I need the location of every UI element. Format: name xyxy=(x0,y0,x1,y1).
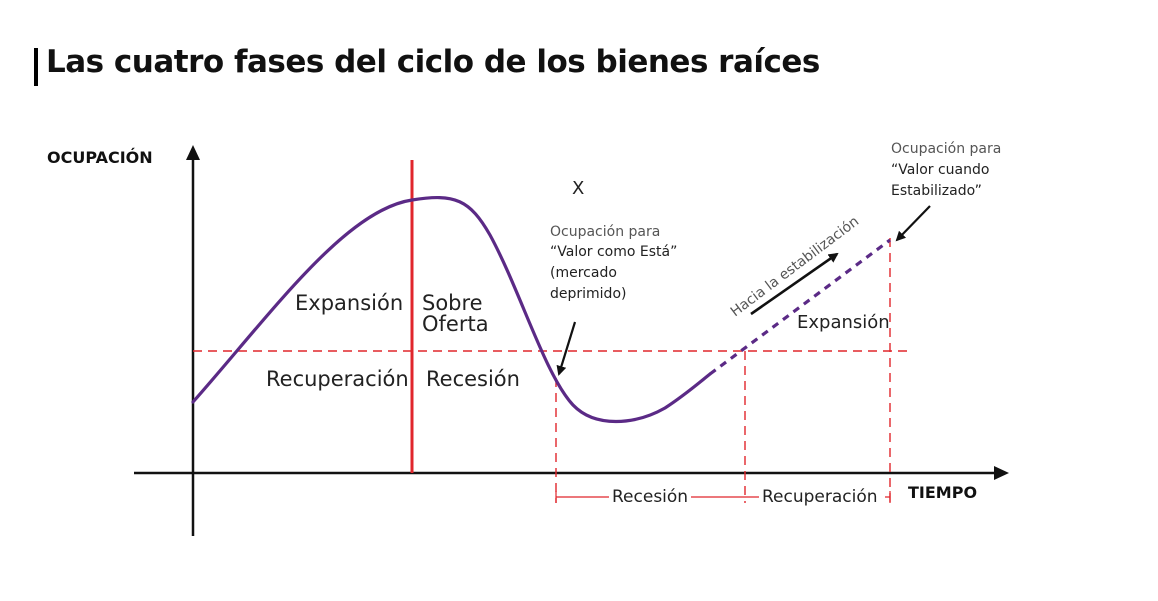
as-is-note-line1: Ocupación para xyxy=(550,224,660,240)
as-is-note-line3: (mercado xyxy=(550,265,617,281)
as-is-pointer-arrow xyxy=(556,321,577,376)
x-marker: X xyxy=(572,178,584,199)
as-is-note-line4: deprimido) xyxy=(550,286,626,302)
stabilized-note-line3: Estabilizado” xyxy=(891,183,982,199)
phase-sobre-oferta-line1: Sobre xyxy=(422,291,483,315)
y-axis-label: OCUPACIÓN xyxy=(47,148,153,167)
phase-expansion-right: Expansión xyxy=(797,312,890,333)
page-title: Las cuatro fases del ciclo de los bienes… xyxy=(46,44,820,80)
stabilized-note-line1: Ocupación para xyxy=(891,141,1001,157)
y-axis-arrow xyxy=(186,145,200,160)
title-accent-bar xyxy=(34,48,38,86)
stabilized-pointer-arrow xyxy=(895,205,931,242)
phase-recuperacion-left: Recuperación xyxy=(266,367,409,391)
x-axis-label: TIEMPO xyxy=(908,483,977,502)
stabilization-arrow xyxy=(750,252,839,316)
phase-sobre-oferta-line2: Oferta xyxy=(422,312,489,336)
projected-curve-dashed xyxy=(709,238,891,376)
timeline-recession-label: Recesión xyxy=(612,487,688,507)
phase-expansion-left: Expansión xyxy=(295,291,403,315)
stabilized-note-line2: “Valor cuando xyxy=(891,162,989,178)
as-is-note-line2: “Valor como Está” xyxy=(550,244,677,260)
timeline-recovery-label: Recuperación xyxy=(762,487,878,507)
market-cycle-curve xyxy=(191,196,712,423)
phase-recesion-mid: Recesión xyxy=(426,367,520,391)
x-axis-arrow xyxy=(994,466,1009,480)
stabilization-arrow-label: Hacia la estabilización xyxy=(728,213,862,320)
